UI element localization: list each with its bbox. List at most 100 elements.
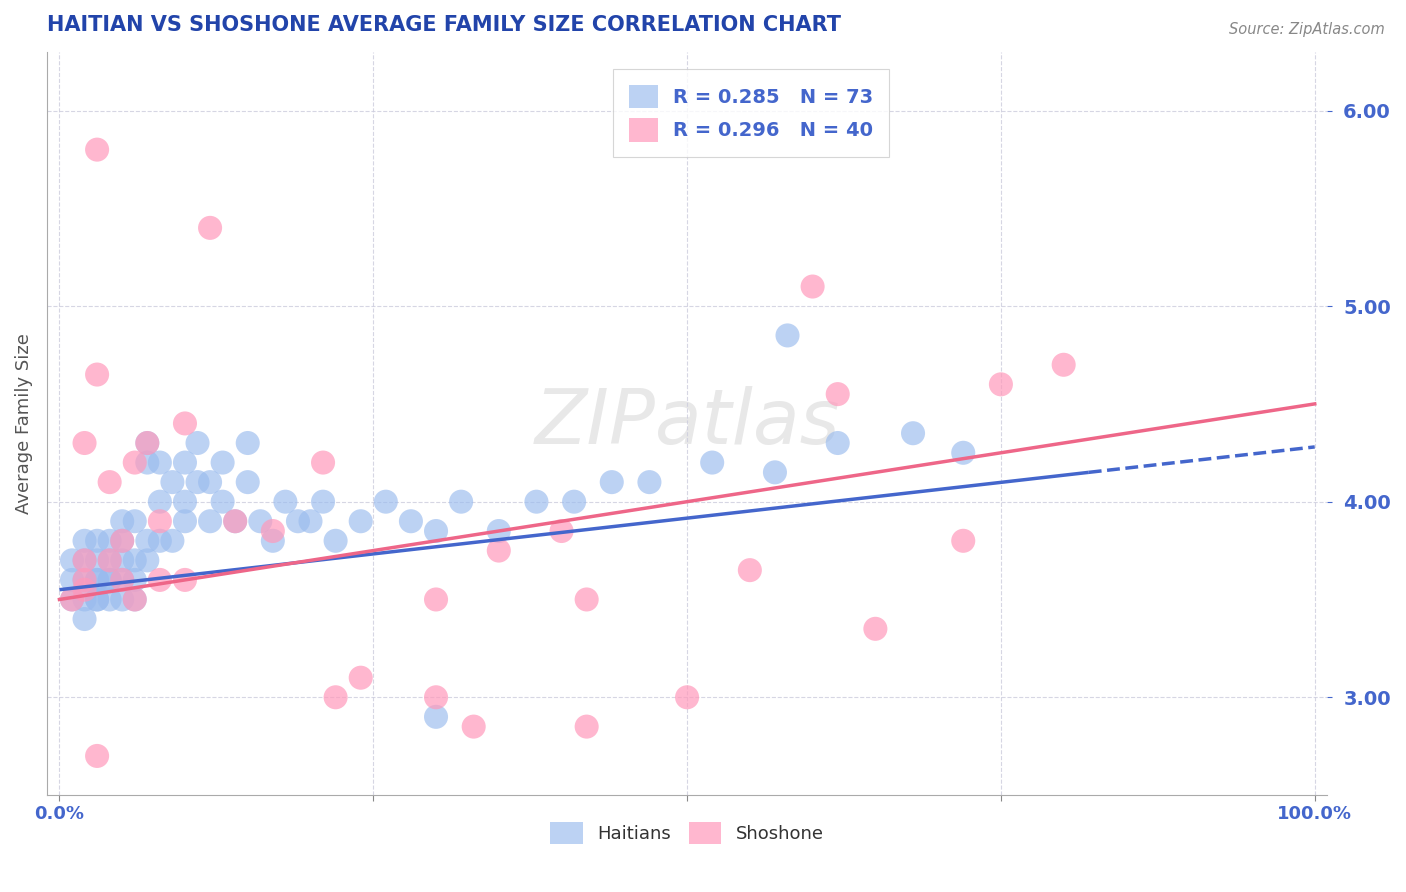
Point <box>312 494 335 508</box>
Point <box>149 533 172 548</box>
Point <box>149 514 172 528</box>
Point <box>198 220 221 235</box>
Point <box>73 573 96 587</box>
Point <box>86 573 108 587</box>
Point <box>827 387 849 401</box>
Point <box>60 592 83 607</box>
Point <box>224 514 246 528</box>
Text: HAITIAN VS SHOSHONE AVERAGE FAMILY SIZE CORRELATION CHART: HAITIAN VS SHOSHONE AVERAGE FAMILY SIZE … <box>46 15 841 35</box>
Point <box>162 475 184 489</box>
Point <box>488 543 510 558</box>
Point <box>98 553 121 567</box>
Point <box>198 514 221 528</box>
Point <box>763 466 786 480</box>
Point <box>149 456 172 470</box>
Point <box>111 553 134 567</box>
Point <box>274 494 297 508</box>
Point <box>638 475 661 489</box>
Point <box>136 533 159 548</box>
Point <box>86 573 108 587</box>
Point <box>776 328 799 343</box>
Point <box>575 592 598 607</box>
Point <box>174 573 197 587</box>
Point <box>86 553 108 567</box>
Point <box>86 592 108 607</box>
Point <box>98 475 121 489</box>
Point <box>262 524 284 538</box>
Point <box>124 514 146 528</box>
Point <box>738 563 761 577</box>
Point <box>73 573 96 587</box>
Point <box>450 494 472 508</box>
Point <box>124 592 146 607</box>
Point <box>60 592 83 607</box>
Point <box>73 592 96 607</box>
Point <box>136 553 159 567</box>
Text: Source: ZipAtlas.com: Source: ZipAtlas.com <box>1229 22 1385 37</box>
Point <box>73 553 96 567</box>
Point <box>111 592 134 607</box>
Point <box>98 573 121 587</box>
Point <box>149 573 172 587</box>
Point <box>325 690 347 705</box>
Y-axis label: Average Family Size: Average Family Size <box>15 333 32 514</box>
Point <box>211 494 233 508</box>
Point <box>136 436 159 450</box>
Point <box>463 720 485 734</box>
Point <box>73 533 96 548</box>
Point <box>98 573 121 587</box>
Point <box>550 524 572 538</box>
Point <box>98 592 121 607</box>
Point <box>111 573 134 587</box>
Point <box>162 533 184 548</box>
Point <box>990 377 1012 392</box>
Point <box>86 368 108 382</box>
Point <box>952 446 974 460</box>
Point <box>124 592 146 607</box>
Point <box>312 456 335 470</box>
Point <box>827 436 849 450</box>
Point <box>60 573 83 587</box>
Point <box>111 573 134 587</box>
Point <box>73 612 96 626</box>
Point <box>174 456 197 470</box>
Point <box>374 494 396 508</box>
Point <box>299 514 322 528</box>
Point <box>124 456 146 470</box>
Point <box>350 514 373 528</box>
Point <box>86 143 108 157</box>
Point <box>174 514 197 528</box>
Point <box>98 533 121 548</box>
Text: ZIPatlas: ZIPatlas <box>534 386 839 460</box>
Point <box>73 436 96 450</box>
Point <box>73 582 96 597</box>
Point <box>325 533 347 548</box>
Point <box>86 533 108 548</box>
Point <box>111 533 134 548</box>
Point <box>425 710 447 724</box>
Point <box>236 475 259 489</box>
Point <box>287 514 309 528</box>
Point <box>425 592 447 607</box>
Point <box>111 514 134 528</box>
Point <box>425 524 447 538</box>
Point <box>249 514 271 528</box>
Point <box>73 553 96 567</box>
Point <box>60 553 83 567</box>
Point <box>98 553 121 567</box>
Point <box>901 426 924 441</box>
Point <box>86 748 108 763</box>
Point <box>174 494 197 508</box>
Point <box>676 690 699 705</box>
Point <box>174 417 197 431</box>
Point <box>526 494 548 508</box>
Point <box>562 494 585 508</box>
Point <box>124 573 146 587</box>
Point <box>262 533 284 548</box>
Point <box>136 436 159 450</box>
Point <box>865 622 887 636</box>
Point <box>149 494 172 508</box>
Point <box>236 436 259 450</box>
Point <box>425 690 447 705</box>
Point <box>136 456 159 470</box>
